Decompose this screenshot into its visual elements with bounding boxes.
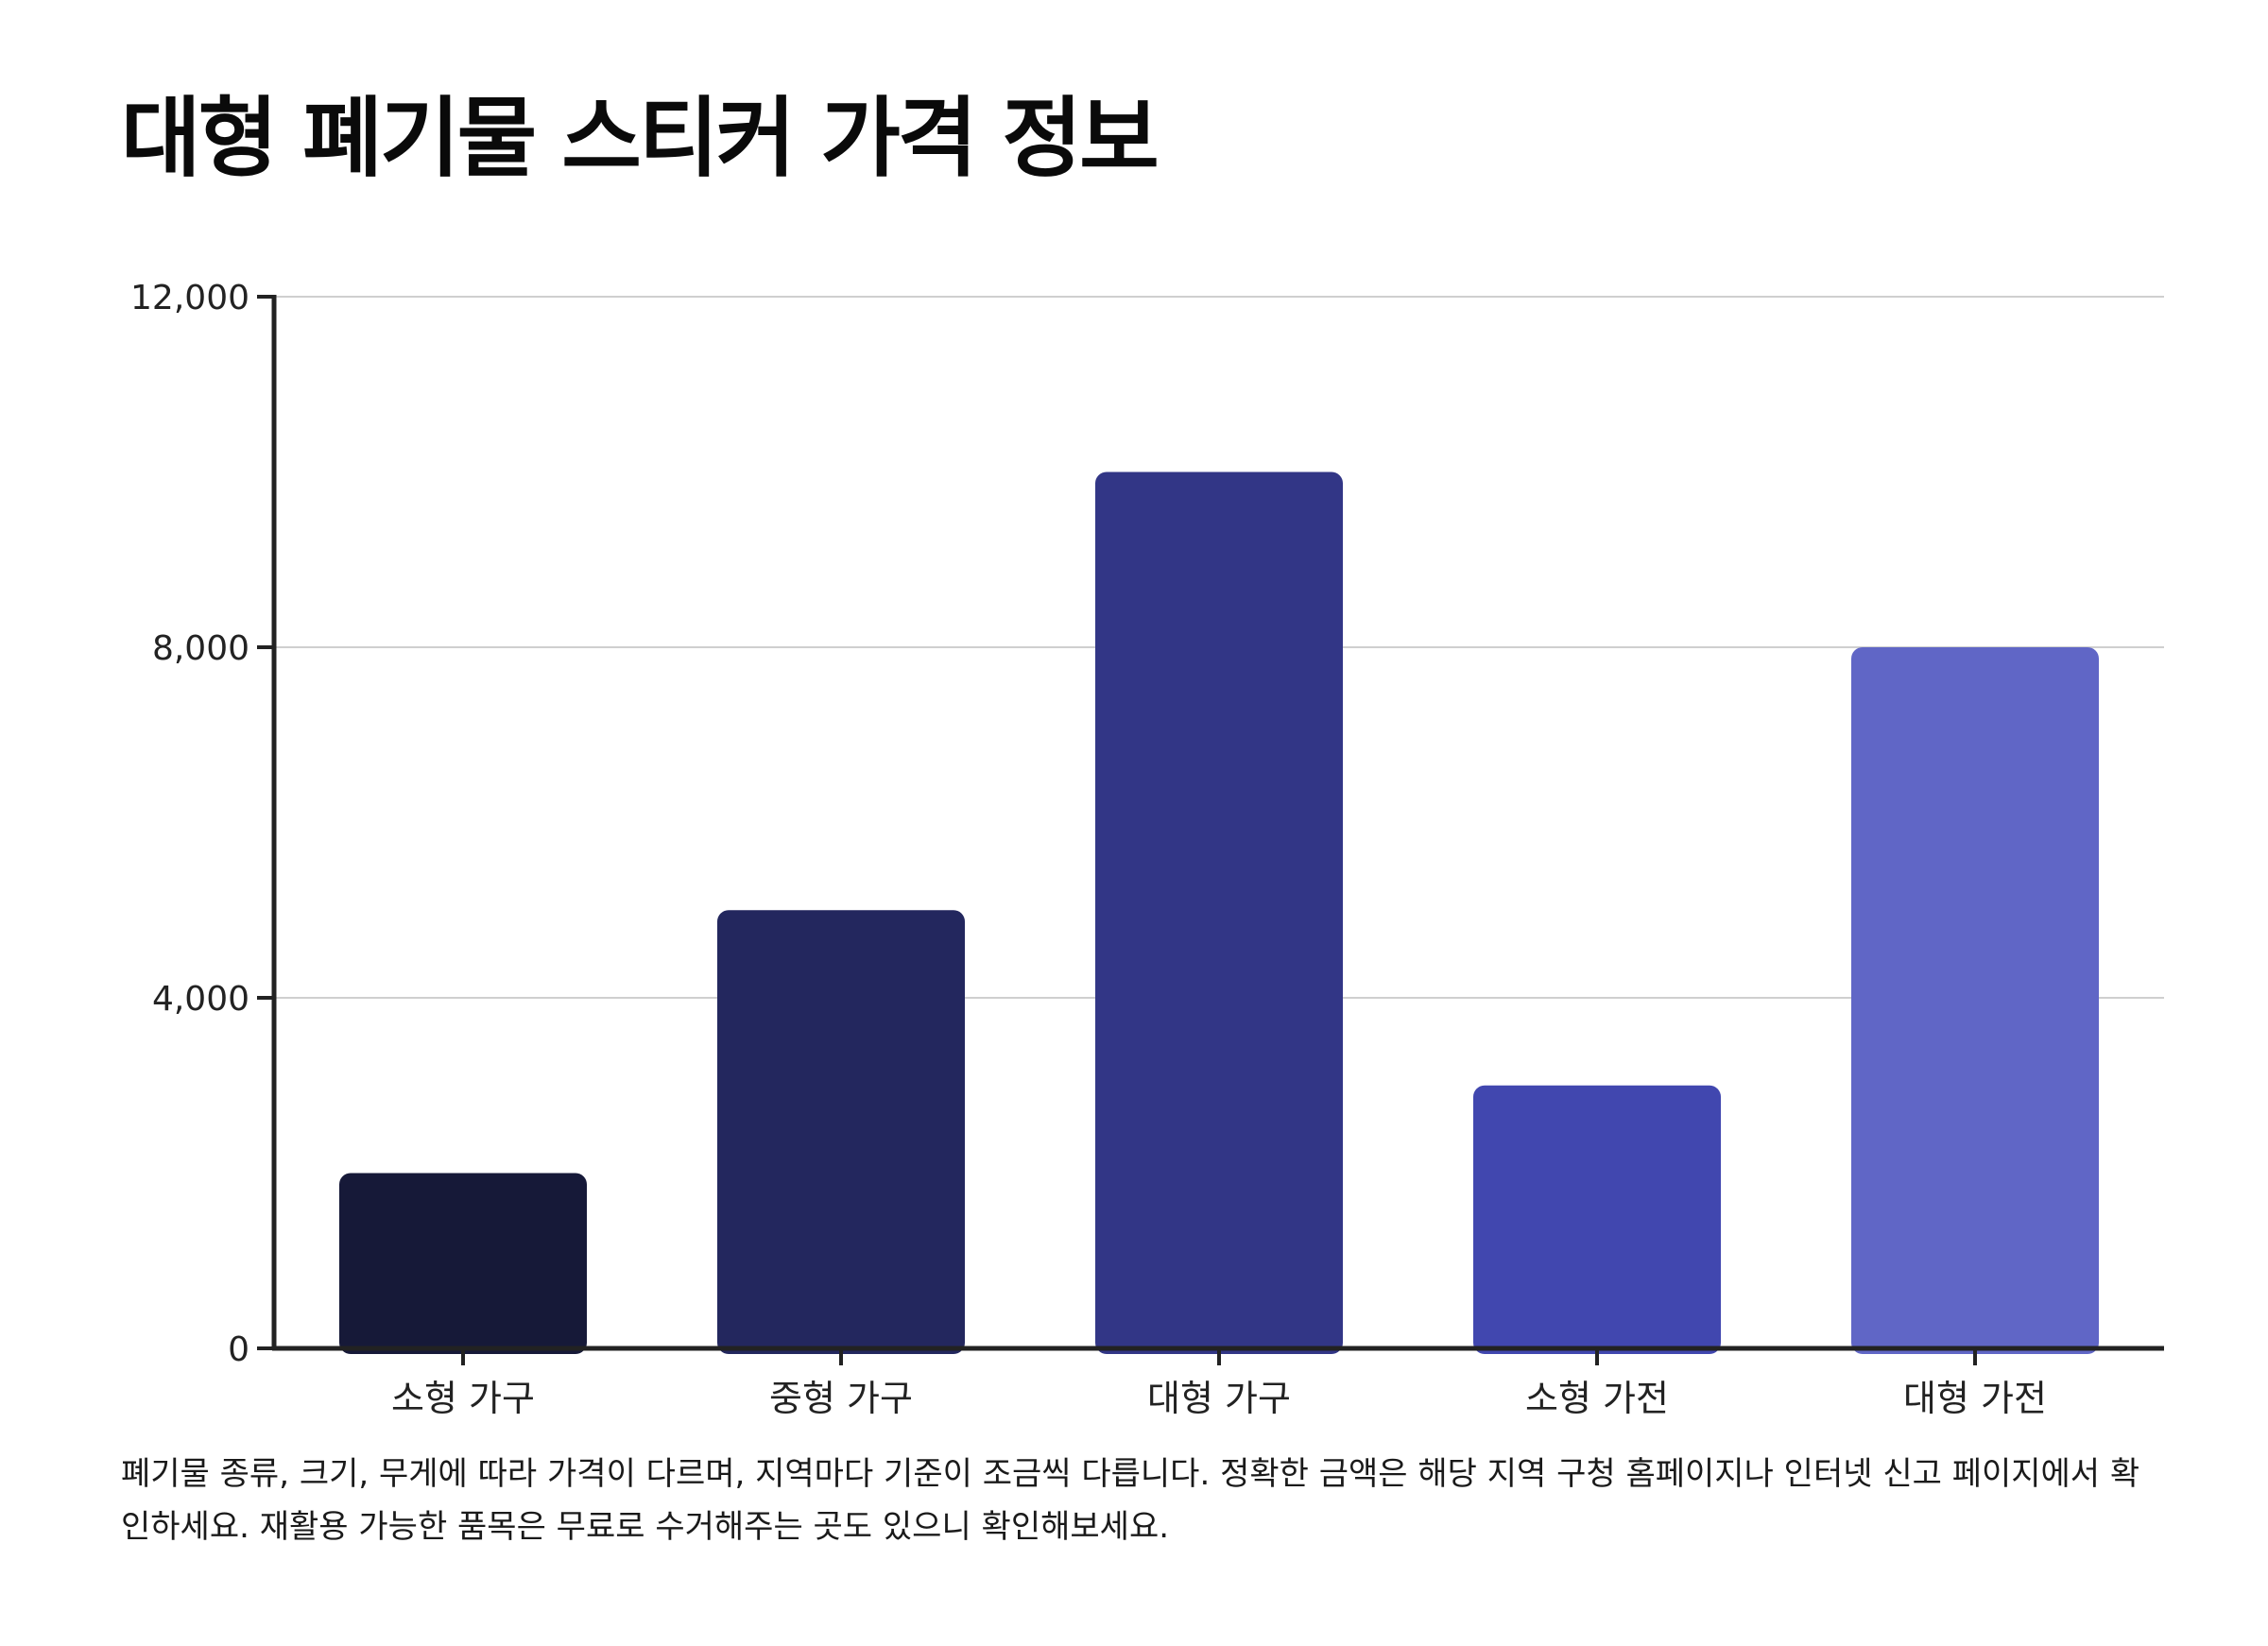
chart-title: 대형 폐기물 스티커 가격 정보 [121,88,1160,189]
x-tick-label: 소형 가전 [1525,1378,1669,1417]
bar-chart: 0 4,000 8,000 12,000 소형 가구 중형 가구 대형 가구 소형 가전 대형… [130,279,2164,1417]
chart-caption: 폐기물 종류, 크기, 무게에 따라 가격이 다르며, 지역마다 기준이 조금씩… [121,1455,2140,1546]
bar [717,910,965,1354]
bar [1095,472,1343,1354]
bar [339,1173,587,1354]
bar [1473,1085,1721,1354]
y-tick-label: 4,000 [152,980,249,1019]
x-tick-labels: 소형 가구 중형 가구 대형 가구 소형 가전 대형 가전 [391,1378,2047,1417]
y-tick-labels: 0 4,000 8,000 12,000 [130,279,249,1369]
y-tick-label: 8,000 [152,629,249,668]
y-tick-label: 0 [228,1330,249,1369]
y-tick-label: 12,000 [130,279,249,317]
x-tick-label: 중형 가구 [769,1378,913,1417]
x-tick-label: 대형 가구 [1147,1378,1291,1417]
bar [1851,647,2099,1354]
bars [339,472,2099,1354]
x-tick-label: 소형 가구 [391,1378,535,1417]
x-tick-label: 대형 가전 [1903,1378,2047,1417]
axes [257,295,2164,1365]
